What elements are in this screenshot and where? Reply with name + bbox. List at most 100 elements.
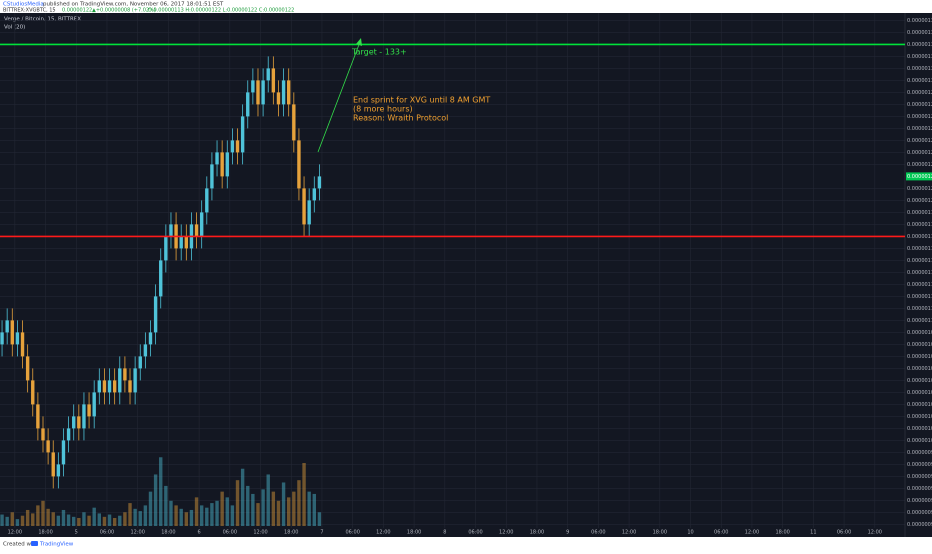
y-tick-label: 0.00000098 — [907, 462, 932, 468]
candle-body — [10, 320, 14, 345]
volume-bar — [276, 500, 281, 526]
logo — [31, 541, 38, 546]
candle-body — [112, 380, 117, 393]
candle-body — [225, 152, 229, 177]
candle-body — [169, 224, 173, 237]
symbol: BITTREX:XVGBTC, 15 — [3, 8, 56, 14]
published: published on TradingView.com, November 0… — [43, 2, 224, 8]
candle-body — [159, 260, 163, 297]
candle-body — [281, 80, 286, 105]
volume-bar — [66, 514, 71, 526]
candle-body — [276, 92, 281, 105]
candle-body — [102, 380, 107, 393]
volume-bar — [194, 497, 199, 526]
volume-bar — [20, 515, 25, 526]
volume-bar — [297, 480, 301, 526]
x-tick-label: 10 — [687, 530, 693, 536]
y-tick-label: 0.00000108 — [907, 342, 932, 348]
x-tick-label: 06:00 — [345, 530, 359, 536]
candle-body — [92, 392, 96, 417]
candle-body — [292, 104, 296, 141]
candle-body — [61, 440, 66, 465]
y-tick-label: 0.00000114 — [907, 270, 932, 276]
change: ▲+0.00000008 (+7.02%) — [92, 8, 156, 14]
candle-body — [31, 380, 35, 405]
volume-bar — [230, 505, 235, 526]
candle-body — [20, 332, 25, 357]
x-tick-label: 06:00 — [837, 530, 851, 536]
candle-body — [164, 236, 168, 261]
footer-bar — [0, 537, 932, 550]
candle-body — [5, 320, 9, 333]
author[interactable]: CStudiosMedia — [3, 2, 44, 8]
y-tick-label: 0.00000095 — [907, 498, 932, 504]
candle-body — [261, 80, 265, 105]
candle-body — [143, 344, 148, 357]
x-tick-label: 12:00 — [745, 530, 759, 536]
y-tick-label: 0.00000103 — [907, 402, 932, 408]
volume-bar — [153, 474, 158, 526]
x-tick-label: 18:00 — [530, 530, 544, 536]
y-tick-label: 0.00000101 — [907, 426, 932, 432]
volume-bar — [0, 514, 4, 526]
arrow-head — [356, 38, 362, 46]
y-tick-label: 0.00000124 — [907, 150, 932, 156]
volume-bar — [271, 491, 276, 526]
volume-bar — [164, 485, 168, 526]
volume-bar — [215, 500, 219, 526]
candle-body — [302, 188, 306, 225]
volume-bar — [118, 515, 122, 526]
x-tick-label: 11 — [810, 530, 816, 536]
candle-body — [138, 356, 142, 369]
candle-body — [15, 332, 20, 345]
x-tick-label: 06:00 — [223, 530, 237, 536]
y-tick-label: 0.00000097 — [907, 474, 932, 480]
volume-bar — [82, 512, 86, 526]
volume-bar — [56, 515, 61, 526]
candle-body — [210, 164, 214, 189]
header-bar — [0, 0, 932, 13]
x-tick-label: 12:00 — [376, 530, 390, 536]
x-tick-label: 06:00 — [591, 530, 605, 536]
candle-body — [153, 296, 158, 333]
x-tick-label: 12:00 — [253, 530, 267, 536]
volume-bar — [15, 519, 20, 526]
candle-body — [56, 464, 61, 477]
x-tick-label: 8 — [443, 530, 446, 536]
last-price-tag — [906, 172, 932, 181]
x-tick-label: 18:00 — [38, 530, 52, 536]
volume-bar — [251, 493, 255, 526]
volume-bar — [77, 517, 81, 526]
price: 0.00000122 — [62, 8, 92, 14]
volume-bar — [51, 512, 55, 526]
chart-title: Verge / Bitcoin, 15, BITTREX — [4, 17, 81, 23]
x-tick-label: 18:00 — [161, 530, 175, 536]
x-tick-label: 06:00 — [714, 530, 728, 536]
volume-bar — [133, 508, 137, 526]
y-tick-label: 0.00000107 — [907, 354, 932, 360]
volume-bar — [205, 507, 209, 526]
y-tick-label: 0.00000104 — [907, 390, 932, 396]
note-line: End sprint for XVG until 8 AM GMT — [353, 96, 490, 105]
y-tick-label: 0.00000125 — [907, 138, 932, 144]
y-tick-label: 0.00000102 — [907, 414, 932, 420]
candle-body — [72, 416, 76, 429]
y-tick-label: 0.00000127 — [907, 114, 932, 120]
volume-bar — [31, 513, 35, 526]
x-tick-label: 18:00 — [775, 530, 789, 536]
candle-body — [46, 440, 50, 453]
volume-bar — [112, 517, 117, 526]
x-tick-label: 06:00 — [100, 530, 114, 536]
y-tick-label: 0.00000135 — [907, 18, 932, 24]
y-tick-label: 0.00000119 — [907, 210, 932, 216]
volume-bar — [97, 513, 102, 526]
volume-bar — [128, 503, 132, 526]
candle-body — [215, 152, 219, 165]
candle-body — [220, 152, 224, 177]
y-tick-label: 0.00000129 — [907, 90, 932, 96]
candle-body — [148, 332, 153, 345]
y-tick-label: 0.00000115 — [907, 258, 932, 264]
volume-bar — [169, 500, 173, 526]
volume-bar — [5, 516, 9, 526]
